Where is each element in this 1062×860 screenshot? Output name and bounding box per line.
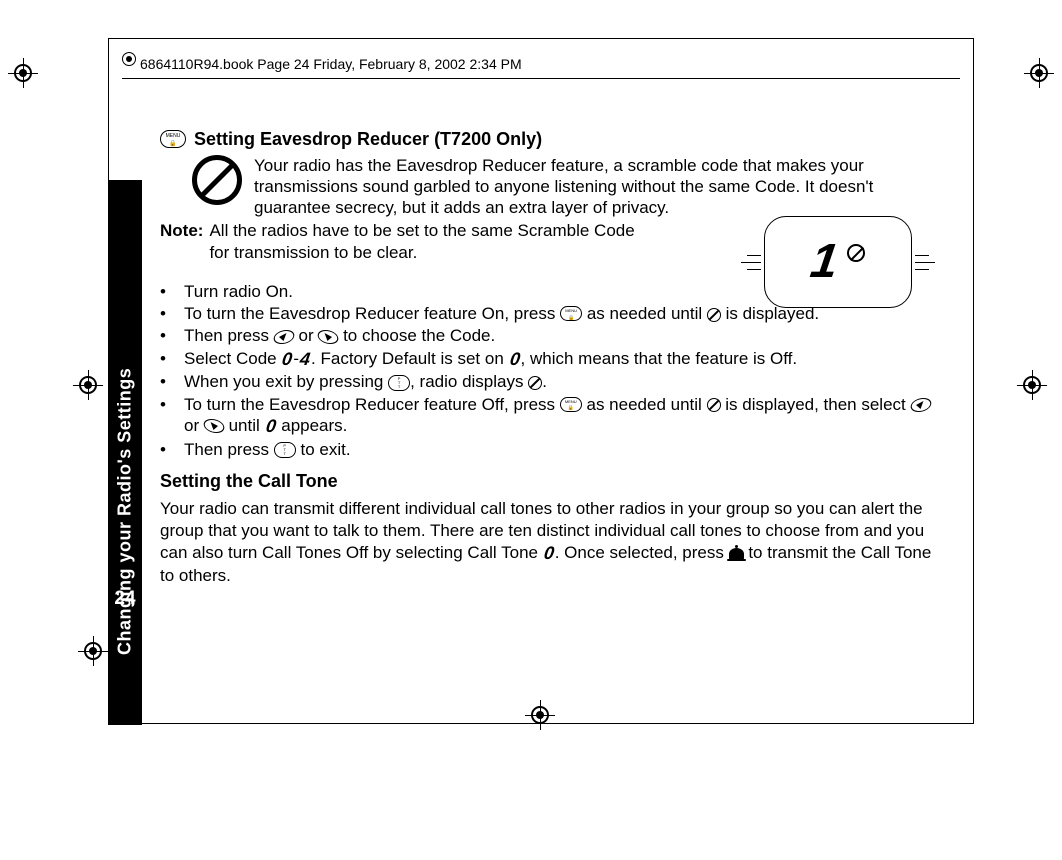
ptt-icon: [388, 375, 410, 391]
ptt-icon: [274, 442, 296, 458]
list-item: •Turn radio On.: [160, 281, 950, 302]
header-icon: [122, 52, 136, 66]
scramble-icon: [847, 244, 865, 262]
header-rule: [122, 78, 960, 79]
left-nav-icon: [271, 330, 296, 344]
scramble-icon: [192, 155, 242, 205]
list-item: • When you exit by pressing , radio disp…: [160, 371, 950, 392]
calltone-para: Your radio can transmit different indivi…: [160, 498, 950, 586]
reg-mark: [78, 636, 108, 666]
scramble-icon: [707, 398, 721, 412]
menu-icon: [160, 130, 186, 148]
header-text: 6864110R94.book Page 24 Friday, February…: [140, 56, 522, 72]
content-area: Setting Eavesdrop Reducer (T7200 Only) Y…: [160, 128, 950, 587]
sidebar-label: Changing your Radio's Settings: [108, 180, 142, 655]
scramble-icon: [707, 308, 721, 322]
intro-text: Your radio has the Eavesdrop Reducer fea…: [254, 155, 950, 219]
scramble-icon: [528, 376, 542, 390]
bullet-list: •Turn radio On. • To turn the Eavesdrop …: [160, 281, 950, 460]
menu-icon: [560, 397, 582, 412]
list-item: • Then press to exit.: [160, 439, 950, 460]
note-text: All the radios have to be set to the sam…: [209, 220, 649, 263]
list-item: • Then press or to choose the Code.: [160, 325, 950, 346]
menu-icon: [560, 306, 582, 321]
list-item: • To turn the Eavesdrop Reducer feature …: [160, 394, 950, 438]
reg-mark: [8, 58, 38, 88]
reg-mark: [73, 370, 103, 400]
right-nav-icon: [316, 330, 341, 344]
section-heading-eavesdrop: Setting Eavesdrop Reducer (T7200 Only): [194, 128, 542, 151]
left-nav-icon: [908, 398, 933, 412]
page-number: 24: [108, 588, 142, 618]
list-item: • Select Code 0-4. Factory Default is se…: [160, 348, 950, 371]
reg-mark: [1024, 58, 1054, 88]
bell-icon: [729, 548, 744, 560]
list-item: • To turn the Eavesdrop Reducer feature …: [160, 303, 950, 324]
note-label: Note:: [160, 220, 203, 263]
section-heading-calltone: Setting the Call Tone: [160, 470, 950, 493]
right-nav-icon: [201, 419, 226, 433]
reg-mark: [1017, 370, 1047, 400]
